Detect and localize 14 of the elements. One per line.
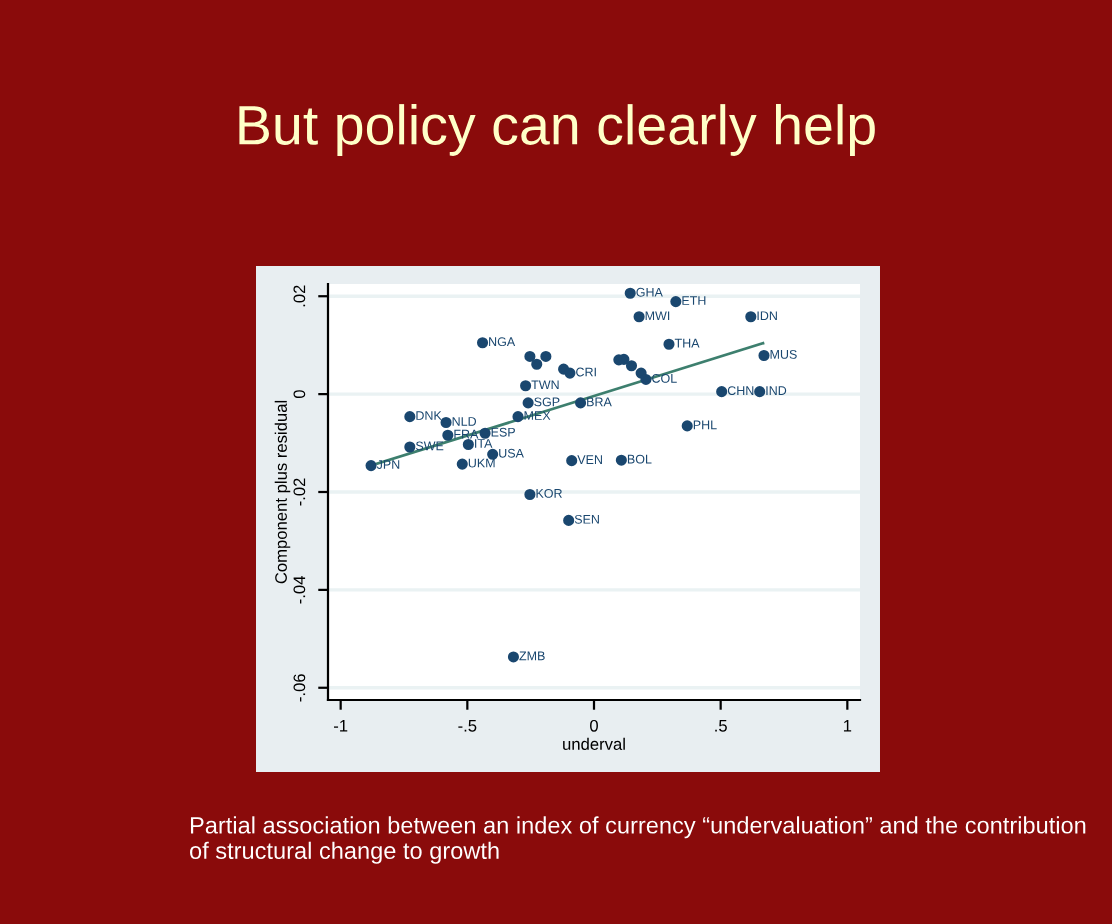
y-tick-label: -.02 <box>293 478 306 506</box>
text: Partial association between an index of currency “undervaluation” and the contribution of structural change to growth <box>190 816 1086 864</box>
x-tick-label: -.5 <box>458 720 477 732</box>
x-tick-label: 1 <box>843 720 852 732</box>
y-tick-label: .02 <box>293 285 306 307</box>
x-tick-label: -1 <box>334 720 348 732</box>
x-axis-title: underval <box>563 737 625 750</box>
x-tick-label: .5 <box>715 720 727 732</box>
y-axis-title: Component plus residual <box>274 400 291 584</box>
chart-title: But policy can clearly help <box>239 104 875 156</box>
y-tick-label: -.06 <box>293 674 306 702</box>
y-tick-label: 0 <box>293 390 306 399</box>
y-tick-label: -.04 <box>293 576 306 604</box>
x-tick-label: 0 <box>590 719 598 732</box>
